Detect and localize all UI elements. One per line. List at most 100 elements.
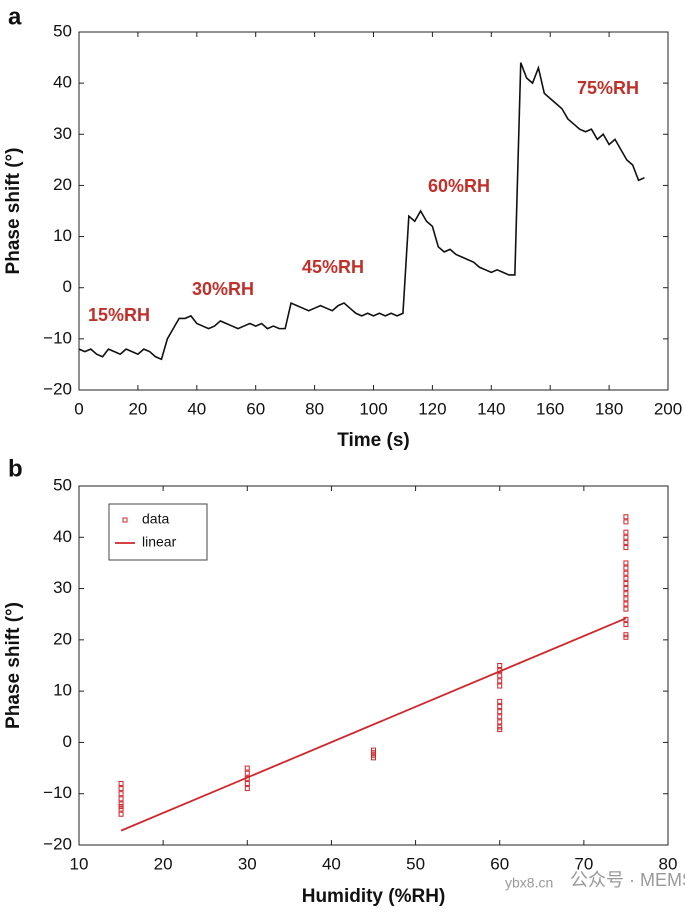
x-tick-label: 40 [322, 854, 341, 873]
data-point [118, 780, 124, 786]
legend-label: linear [142, 534, 177, 550]
x-tick-label: 20 [128, 399, 147, 418]
data-point [623, 634, 629, 640]
x-axis-label: Humidity (%RH) [302, 886, 446, 907]
watermark: 公众号 · MEMS [570, 870, 685, 890]
data-point [244, 780, 250, 786]
x-tick-label: 60 [246, 399, 265, 418]
x-tick-label: 50 [406, 854, 425, 873]
data-point [497, 663, 503, 668]
data-point [497, 724, 503, 730]
x-tick-label: 40 [187, 399, 206, 418]
annotation: 60%RH [428, 176, 490, 196]
y-tick-label: 50 [53, 475, 72, 494]
data-point [497, 673, 503, 679]
data-point [623, 534, 629, 540]
y-tick-label: 20 [53, 629, 72, 648]
x-tick-label: 60 [490, 854, 509, 873]
data-point [623, 560, 629, 566]
data-point [497, 698, 503, 704]
data-point [623, 596, 629, 602]
data-point [497, 709, 503, 715]
data-point [623, 570, 629, 576]
data-point [623, 565, 629, 571]
x-tick-label: 180 [595, 399, 623, 418]
data-point [623, 621, 629, 627]
data-point [623, 606, 629, 612]
y-tick-label: 10 [53, 226, 72, 245]
data-point [118, 806, 124, 812]
data-point [497, 704, 503, 710]
data-point [623, 539, 629, 545]
x-tick-label: 70 [574, 854, 593, 873]
x-tick-label: 20 [154, 854, 173, 873]
data-point [497, 683, 503, 689]
data-point [623, 575, 629, 581]
data-point [497, 678, 503, 684]
x-axis-label: Time (s) [337, 430, 410, 451]
data-point [371, 747, 376, 753]
y-tick-label: 30 [53, 578, 72, 597]
annotation: 15%RH [88, 305, 150, 325]
x-tick-label: 30 [238, 854, 257, 873]
y-tick-label: 50 [53, 21, 72, 40]
data-point [244, 786, 250, 792]
data-point [118, 791, 124, 797]
data-point [371, 755, 376, 761]
data-point [497, 714, 503, 720]
data-point [371, 752, 376, 758]
data-point [623, 519, 629, 525]
y-axis-label: Phase shift (°) [3, 602, 24, 729]
data-point [623, 514, 629, 520]
panel-label: b [8, 455, 23, 482]
data-line [78, 62, 645, 361]
y-tick-label: −20 [43, 379, 72, 398]
data-point [118, 801, 124, 807]
data-point [118, 786, 124, 792]
data-point [623, 545, 629, 551]
annotation: 75%RH [577, 78, 639, 98]
y-tick-label: 10 [53, 681, 72, 700]
data-point [497, 727, 503, 733]
y-tick-label: −20 [43, 834, 72, 853]
data-point [623, 591, 629, 597]
y-tick-label: −10 [43, 783, 72, 802]
data-point [623, 529, 629, 535]
y-tick-label: 40 [53, 73, 72, 92]
annotation: 45%RH [302, 257, 364, 277]
data-point [371, 750, 376, 756]
data-point [118, 811, 124, 817]
x-tick-label: 200 [654, 399, 682, 418]
data-point [623, 601, 629, 607]
data-line [120, 617, 627, 832]
panel-label: a [8, 3, 22, 30]
data-point [118, 804, 124, 810]
data-point [623, 586, 629, 592]
legend-label: data [142, 511, 169, 527]
y-tick-label: 0 [63, 277, 72, 296]
y-tick-label: 0 [63, 732, 72, 751]
x-tick-label: 80 [659, 854, 678, 873]
legend-box [108, 503, 208, 561]
x-tick-label: 120 [418, 399, 446, 418]
y-tick-label: 40 [53, 527, 72, 546]
data-point [497, 719, 503, 725]
x-tick-label: 80 [305, 399, 324, 418]
y-tick-label: 20 [53, 175, 72, 194]
x-tick-label: 10 [70, 854, 89, 873]
x-tick-label: 100 [359, 399, 387, 418]
plot-frame [78, 485, 669, 846]
x-tick-label: 0 [74, 399, 83, 418]
legend-swatch [122, 517, 128, 523]
x-tick-label: 140 [477, 399, 505, 418]
x-tick-label: 160 [536, 399, 564, 418]
annotation: 30%RH [192, 279, 254, 299]
data-point [623, 580, 629, 586]
y-tick-label: 30 [53, 124, 72, 143]
y-axis-label: Phase shift (°) [3, 148, 24, 275]
data-point [244, 770, 250, 776]
watermark: ybx8.cn [505, 875, 553, 891]
data-point [118, 796, 124, 802]
y-tick-label: −10 [43, 328, 72, 347]
data-point [623, 632, 629, 638]
